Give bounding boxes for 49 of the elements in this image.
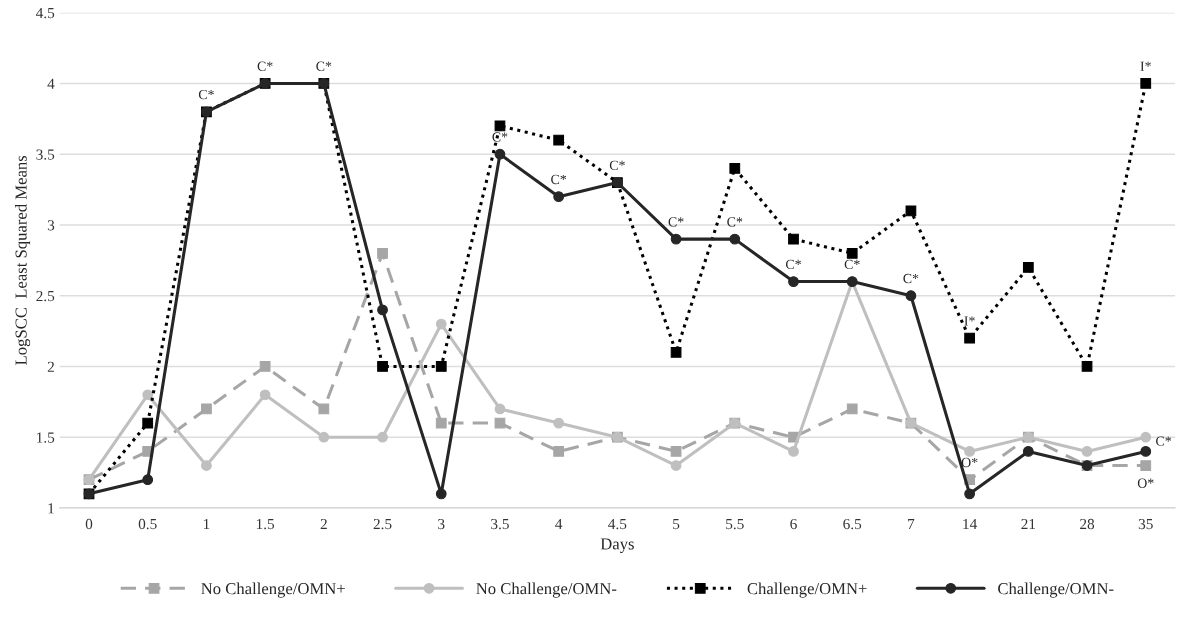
- x-tick-label: 1: [203, 518, 210, 530]
- x-tick-label: 3: [438, 518, 445, 530]
- x-tick-label: 3.5: [491, 518, 509, 530]
- x-tick-label: 28: [1080, 518, 1095, 530]
- x-tick-label: 2.5: [373, 518, 392, 530]
- y-tick-label: 2.5: [36, 290, 55, 302]
- x-tick-label: 35: [1138, 518, 1153, 530]
- x-tick-label: 6: [790, 518, 797, 530]
- annotation: I*: [964, 316, 975, 326]
- y-tick-label: 2: [47, 361, 54, 372]
- x-axis-title: Days: [600, 538, 634, 553]
- annotation: C*: [1156, 436, 1172, 446]
- y-tick-label: 3.5: [36, 149, 55, 160]
- x-tick-label: 14: [963, 518, 978, 530]
- x-tick-label: 0.5: [138, 518, 157, 530]
- y-tick-label: 4: [47, 78, 55, 89]
- x-tick-label: 2: [320, 518, 327, 530]
- annotation: C*: [198, 89, 214, 100]
- x-tick-label: 5: [673, 519, 680, 530]
- annotation: C*: [492, 132, 508, 142]
- y-tick-label: 1.5: [37, 432, 55, 443]
- annotation: C*: [316, 61, 332, 71]
- annotation: C*: [668, 217, 684, 227]
- x-tick-label: 5.5: [726, 519, 744, 530]
- y-axis-title: LogSCC Least Squared Means: [14, 155, 31, 365]
- annotation: C*: [785, 259, 801, 270]
- annotation: C*: [551, 174, 567, 185]
- legend-label: Challenge/OMN-: [998, 582, 1114, 598]
- y-tick-label: 3: [47, 220, 55, 231]
- annotation: C*: [844, 259, 860, 270]
- legend-label: No Challenge/OMN+: [201, 582, 345, 598]
- legend-label: Challenge/OMN+: [747, 582, 867, 598]
- x-tick-label: 7: [908, 519, 915, 530]
- annotation: C*: [727, 217, 743, 227]
- x-tick-label: 0: [85, 518, 93, 530]
- x-tick-label: 6.5: [843, 518, 862, 530]
- x-tick-label: 4.5: [608, 518, 627, 530]
- annotation: C*: [257, 61, 273, 71]
- x-tick-label: 4: [555, 518, 563, 530]
- legend-label: No Challenge/OMN-: [476, 582, 617, 598]
- annotation: I*: [1140, 61, 1151, 71]
- annotation: O*: [961, 457, 978, 468]
- y-tick-label: 1: [48, 503, 54, 514]
- x-tick-label: 21: [1021, 518, 1036, 530]
- annotation: C*: [903, 273, 919, 284]
- annotation: O*: [1137, 478, 1154, 488]
- annotation: C*: [609, 160, 625, 170]
- y-tick-label: 4.5: [35, 7, 55, 19]
- x-tick-label: 1.5: [256, 518, 275, 530]
